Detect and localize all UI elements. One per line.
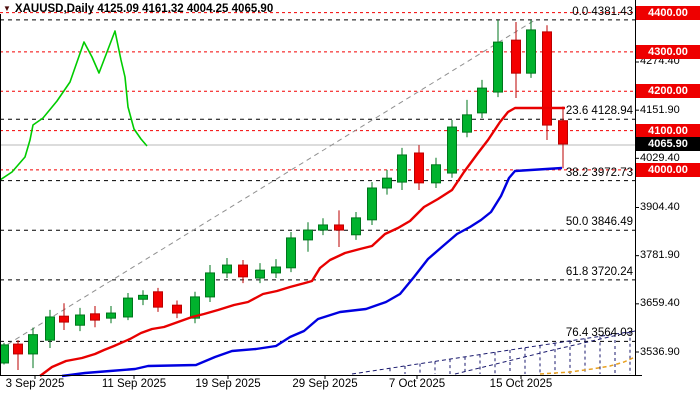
date-tick-label: 29 Sep 2025 (292, 378, 358, 390)
price-tick-label: 3659.40 (640, 297, 680, 310)
candle-bullish (138, 294, 148, 300)
trendline-dashed (0, 19, 536, 350)
candle-bearish (238, 264, 248, 278)
candle-bullish (123, 297, 133, 318)
fib-level-label: 0.0 4381.43 (572, 5, 633, 18)
price-badge: 4300.00 (636, 44, 700, 59)
candle-bullish (351, 217, 361, 236)
candle-bearish (334, 224, 344, 231)
candle-bearish (59, 315, 69, 323)
price-tick-label: 3536.90 (640, 345, 680, 358)
candle-bearish (511, 39, 521, 74)
candle-bearish (153, 291, 163, 308)
candle-bearish (13, 343, 23, 355)
candle-bearish (414, 152, 424, 184)
price-tick-label: 3781.90 (640, 249, 680, 262)
fib-level-label: 76.4 3564.03 (565, 327, 633, 340)
price-tick-label: 3904.40 (640, 200, 680, 213)
moving-average-red (39, 106, 565, 377)
candle-bullish (222, 264, 232, 274)
pattern-diagonal-lower (454, 330, 636, 375)
date-tick-label: 11 Sep 2025 (101, 378, 167, 390)
candle-bullish (397, 154, 407, 183)
candle-bearish (542, 31, 552, 126)
candle-bullish (106, 312, 116, 319)
candle-bullish (0, 344, 9, 364)
candle-bullish (190, 296, 200, 319)
candle-bullish (477, 87, 487, 114)
candle-bullish (286, 237, 296, 269)
fib-level-label: 38.2 3972.73 (565, 166, 633, 179)
date-tick-label: 3 Sep 2025 (5, 378, 65, 390)
candle-bullish (493, 41, 503, 93)
date-tick-label: 7 Oct 2025 (388, 378, 446, 390)
candle-bullish (28, 334, 38, 355)
price-badge: 4100.00 (636, 123, 700, 138)
candle-bullish (205, 272, 215, 298)
candle-bullish (447, 126, 457, 174)
price-badge: 4200.00 (636, 84, 700, 99)
candle-bullish (367, 187, 377, 221)
fib-level-label: 61.8 3720.24 (565, 265, 633, 278)
candle-bullish (431, 164, 441, 184)
candle-bearish (558, 120, 568, 145)
price-badge: 4400.00 (636, 5, 700, 20)
moving-average-blue (61, 166, 563, 378)
chart-title-ohlc: XAUUSD,Daily 4125.09 4161.32 4004.25 406… (14, 3, 274, 15)
price-tick-label: 4151.90 (640, 103, 680, 116)
date-tick-label: 15 Oct 2025 (489, 378, 553, 390)
candle-bearish (172, 304, 182, 314)
chart-header: ▼ XAUUSD,Daily 4125.09 4161.32 4004.25 4… (3, 3, 273, 15)
candle-bullish (303, 229, 313, 241)
fib-level-label: 50.0 3846.49 (565, 216, 633, 229)
candle-bullish (318, 224, 328, 231)
candle-bearish (90, 313, 100, 321)
candle-bullish (75, 314, 85, 326)
price-tick-label: 4029.40 (640, 151, 680, 164)
date-tick-label: 19 Sep 2025 (195, 378, 261, 390)
candle-bullish (526, 29, 536, 74)
indicator-green-line (0, 30, 148, 181)
symbol-marker-icon: ▼ (3, 4, 11, 13)
pattern-orange-curve (539, 356, 636, 375)
candle-bullish (255, 269, 265, 279)
fib-level-label: 23.6 4128.94 (565, 105, 633, 118)
candle-bullish (382, 177, 392, 189)
price-badge: 4000.00 (636, 162, 700, 177)
candle-bullish (45, 316, 55, 341)
candle-bullish (271, 266, 281, 274)
candle-bullish (462, 114, 472, 133)
current-price-badge: 4065.90 (636, 136, 700, 151)
pattern-diagonal-upper (351, 330, 636, 375)
